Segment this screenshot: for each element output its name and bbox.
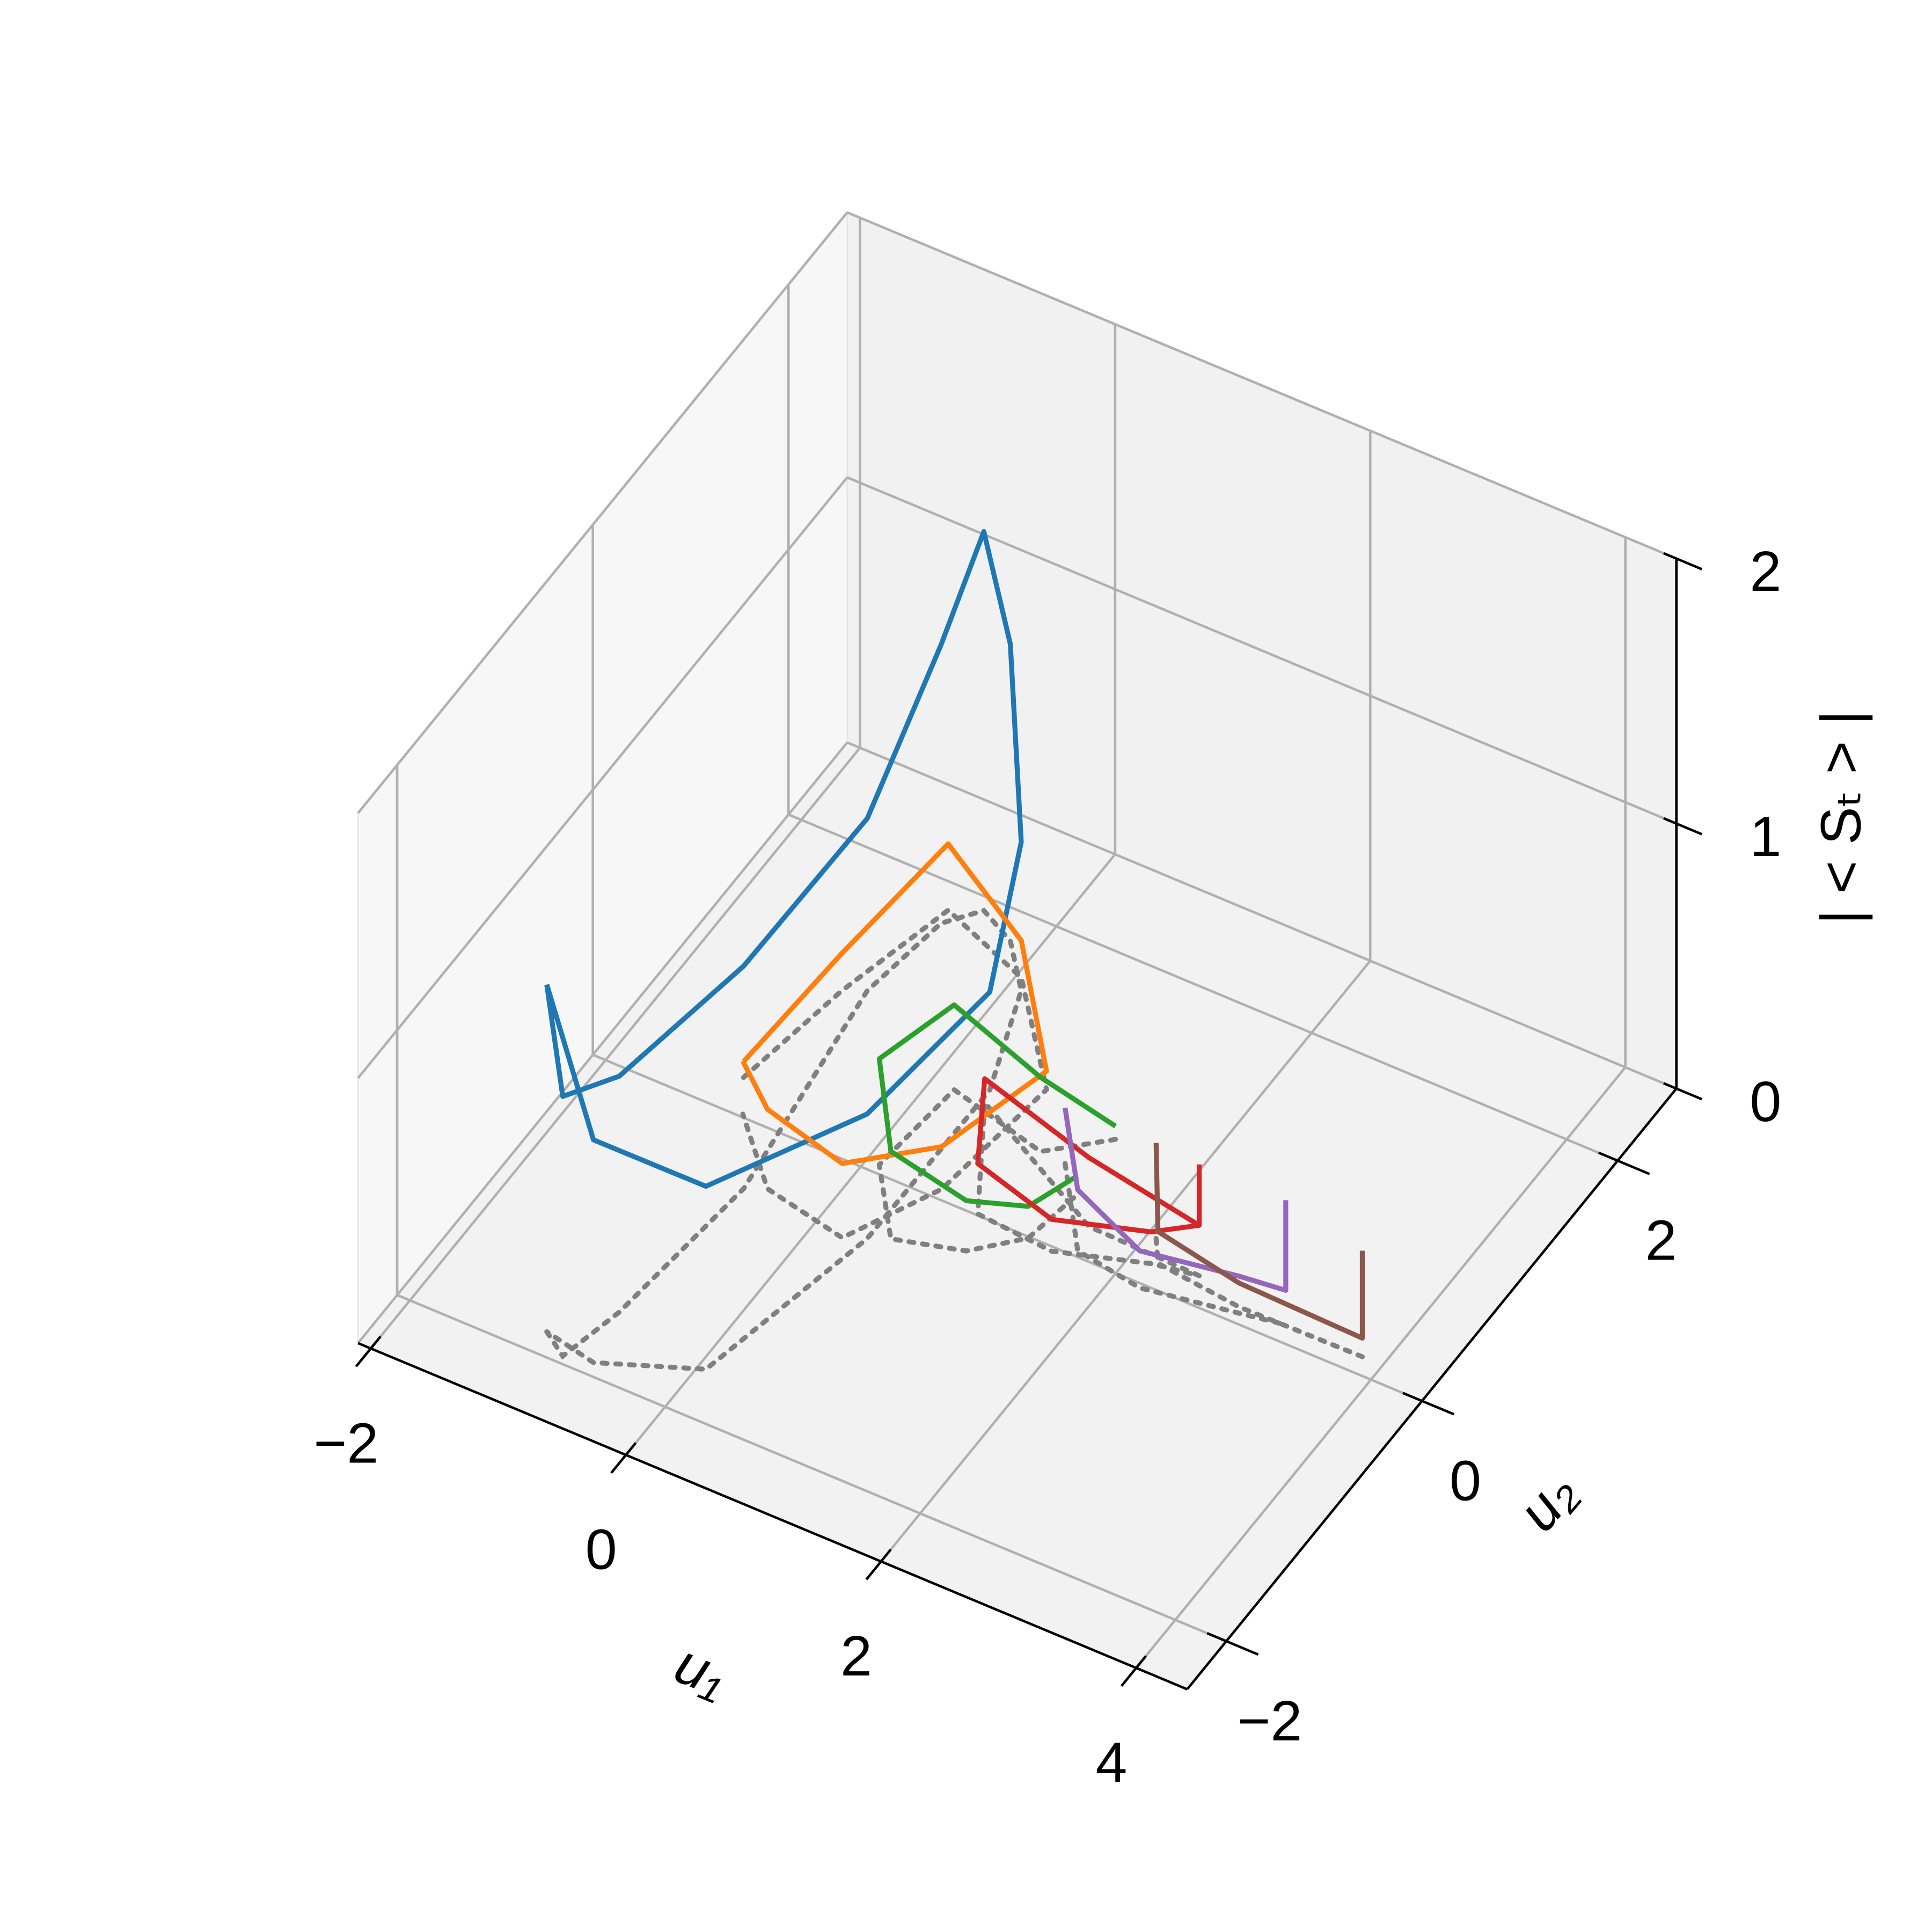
grid-line [846, 211, 1677, 560]
tick-mark [865, 1548, 892, 1580]
y-axis-line [1186, 1088, 1678, 1690]
grid-line [397, 1294, 1227, 1643]
tick-mark [1206, 1632, 1259, 1656]
tick-mark [1598, 1151, 1650, 1175]
tick-mark [1663, 1082, 1703, 1101]
tick-mark [1663, 552, 1703, 570]
x-tick-label: 2 [840, 1624, 872, 1688]
z-tick-label: 1 [1750, 805, 1781, 868]
panes [357, 210, 1678, 1690]
y-tick-label: 2 [1645, 1209, 1677, 1272]
grid-line [1135, 1066, 1627, 1669]
projection-line [544, 908, 1024, 1372]
tick-mark [1120, 1655, 1147, 1687]
projection-line [1153, 1236, 1365, 1359]
tick-mark [1402, 1392, 1455, 1416]
series-line [975, 1076, 1202, 1235]
x-axis-label: u₁ [667, 1632, 736, 1709]
tick-mark [610, 1442, 637, 1474]
z-axis-label: | < Sₜ > | [1810, 710, 1873, 924]
marks [544, 529, 1365, 1372]
series-line [741, 841, 1049, 1166]
x-tick-label: 4 [1095, 1731, 1127, 1795]
z-tick-label: 2 [1750, 540, 1781, 603]
x-axis-line [357, 1342, 1188, 1690]
grid-line [846, 741, 1677, 1090]
tick-mark [1663, 817, 1703, 836]
y-tick-label: −2 [1237, 1689, 1302, 1753]
grid-line [357, 477, 848, 1079]
series-line [1063, 1107, 1289, 1293]
series-line [876, 1002, 1117, 1209]
grid-line [625, 853, 1116, 1456]
series-line [1153, 1143, 1365, 1341]
tick-mark [355, 1335, 382, 1367]
z-tick-label: 0 [1750, 1070, 1781, 1133]
grid-line [357, 742, 848, 1344]
x-tick-label: 0 [586, 1518, 617, 1582]
x-tick-label: −2 [313, 1411, 378, 1475]
grid-line [788, 813, 1619, 1162]
axes: −2 0 2 4 −2 0 2 0 1 2 [313, 540, 1781, 1795]
grid-line [357, 211, 848, 814]
y-tick-label: 0 [1450, 1449, 1481, 1512]
y-axis-label: u₂ [1506, 1461, 1589, 1543]
projection-line [876, 1086, 1118, 1254]
projection-line [740, 906, 1050, 1241]
series-line [544, 529, 1024, 1189]
grid-line [370, 747, 861, 1350]
